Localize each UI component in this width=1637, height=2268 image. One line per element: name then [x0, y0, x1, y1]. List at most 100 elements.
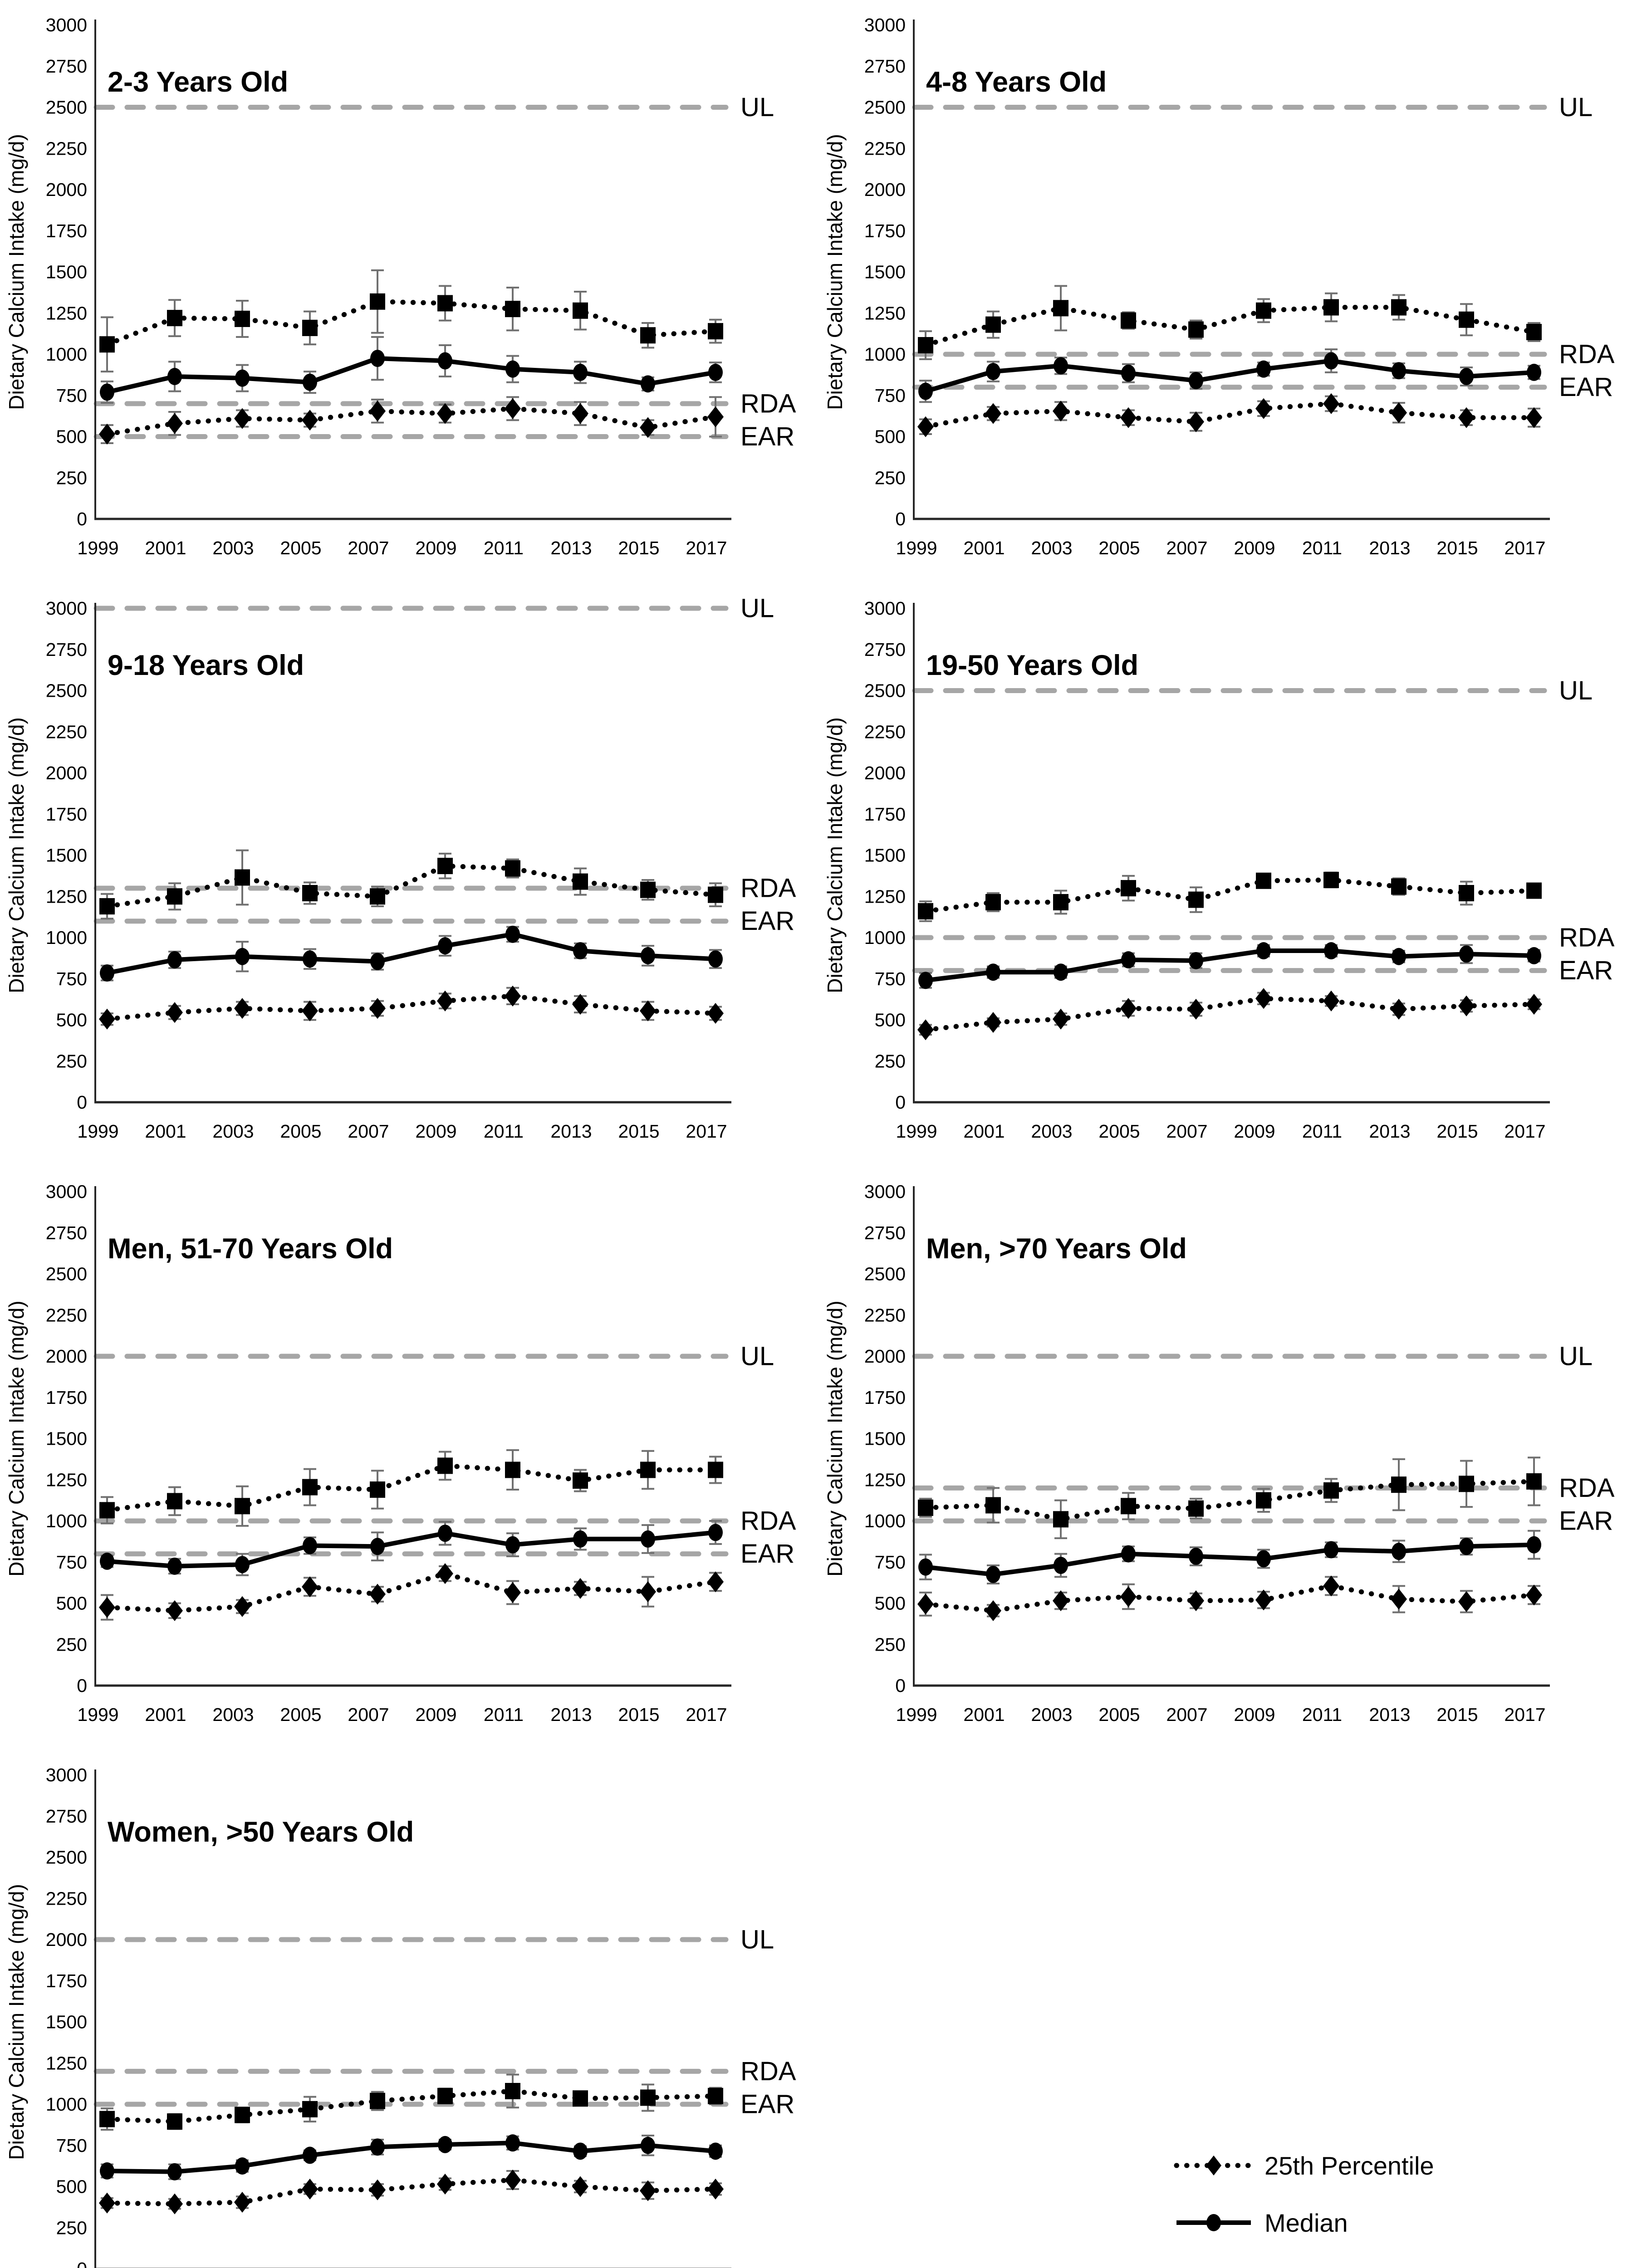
- y-tick-label: 3000: [46, 1765, 87, 1785]
- y-tick-label: 1250: [46, 886, 87, 907]
- diamond-marker-icon: [707, 1002, 724, 1024]
- circle-marker-icon: [1459, 945, 1474, 963]
- series-line-square: [104, 863, 718, 909]
- series-line-diamond: [104, 993, 718, 1022]
- y-tick-label: 1500: [46, 262, 87, 283]
- x-tick-label: 2017: [686, 1704, 727, 1725]
- y-tick-label: 1500: [46, 2012, 87, 2033]
- circle-marker-icon: [1324, 942, 1338, 960]
- square-marker-icon: [1459, 885, 1474, 901]
- circle-marker-icon: [708, 1524, 723, 1541]
- legend-label-25th-percentile: 25th Percentile: [1265, 2151, 1434, 2180]
- square-marker-icon: [437, 2087, 453, 2104]
- y-tick-label: 2750: [864, 1222, 906, 1243]
- chart-panel-9-18-years-old: UL RDA EAR 0 250 500 750 1000 1250 1500 1750 2000 22…: [0, 583, 818, 1167]
- circle-marker-icon: [1256, 942, 1271, 960]
- diamond-marker-icon: [369, 2179, 386, 2200]
- y-tick-label: 2500: [46, 1264, 87, 1285]
- diamond-marker-icon: [640, 417, 656, 438]
- diamond-marker-icon: [572, 2176, 588, 2197]
- square-marker-icon: [235, 1498, 250, 1515]
- reference-label-ul: UL: [740, 594, 774, 623]
- x-tick-label: 2015: [1436, 1704, 1478, 1725]
- circle-marker-icon: [235, 369, 250, 387]
- series-line-square: [923, 877, 1537, 914]
- series-line-circle: [925, 948, 1534, 983]
- diamond-marker-icon: [1526, 994, 1542, 1015]
- series-line-square: [104, 2088, 718, 2124]
- x-tick-label: 2009: [1234, 1704, 1275, 1725]
- circle-marker-icon: [1121, 951, 1136, 969]
- circle-marker-icon: [100, 2162, 114, 2180]
- series-line-square: [104, 1463, 718, 1513]
- reference-label-rda: RDA: [1559, 923, 1615, 953]
- y-tick-label: 1250: [46, 2053, 87, 2073]
- diamond-marker-icon: [1526, 1584, 1542, 1606]
- square-marker-icon: [708, 2087, 723, 2104]
- diamond-marker-icon: [1458, 1591, 1475, 1612]
- square-marker-icon: [302, 885, 318, 901]
- y-axis-title: Dietary Calcium Intake (mg/d): [5, 134, 28, 410]
- chart-panel-women-over-50-years-old: UL RDA EAR 0 250 500 750 1000 1250 1500 1750 2000 22…: [0, 1750, 818, 2268]
- circle-marker-icon: [370, 350, 385, 367]
- y-tick-label: 2250: [46, 1888, 87, 1909]
- diamond-marker-icon: [302, 410, 318, 431]
- square-marker-icon: [1391, 878, 1407, 895]
- y-tick-label: 1750: [46, 1970, 87, 1991]
- diamond-marker-icon: [1255, 1589, 1272, 1611]
- chart-svg: UL RDA EAR 0 250 500 750 1000 1250 1500 1750 2000 22…: [5, 1765, 796, 2268]
- x-tick-label: 2007: [348, 1704, 389, 1725]
- y-tick-label: 0: [895, 1675, 906, 1696]
- x-tick-label: 2003: [1031, 1704, 1072, 1725]
- x-tick-label: 2015: [618, 538, 659, 558]
- square-marker-icon: [437, 1457, 453, 1474]
- diamond-marker-icon: [1206, 2156, 1221, 2175]
- diamond-marker-icon: [1323, 393, 1339, 414]
- square-marker-icon: [573, 873, 588, 890]
- circle-marker-icon: [1256, 1550, 1271, 1568]
- x-tick-label: 2015: [1436, 1121, 1478, 1142]
- square-marker-icon: [1121, 880, 1136, 897]
- circle-marker-icon: [1324, 352, 1338, 370]
- y-tick-label: 1500: [46, 1428, 87, 1449]
- diamond-marker-icon: [234, 998, 250, 1019]
- diamond-marker-icon: [1120, 407, 1137, 428]
- circle-marker-icon: [641, 2136, 655, 2154]
- square-marker-icon: [708, 886, 723, 903]
- x-tick-label: 2013: [1369, 1121, 1410, 1142]
- diamond-marker-icon: [1120, 1586, 1137, 1607]
- square-marker-icon: [1053, 894, 1068, 910]
- square-marker-icon: [437, 295, 453, 312]
- x-tick-label: 2017: [686, 538, 727, 558]
- circle-marker-icon: [1459, 1538, 1474, 1555]
- diamond-marker-icon: [640, 2180, 656, 2201]
- square-marker-icon: [505, 301, 520, 318]
- diamond-marker-icon: [437, 2174, 453, 2195]
- y-tick-label: 2000: [864, 179, 906, 200]
- square-marker-icon: [708, 323, 723, 340]
- diamond-marker-icon: [1053, 1590, 1069, 1612]
- y-tick-label: 1500: [864, 845, 906, 866]
- y-tick-label: 500: [56, 426, 87, 447]
- square-marker-icon: [1121, 312, 1136, 329]
- diamond-marker-icon: [437, 403, 453, 424]
- x-tick-label: 2017: [1504, 538, 1545, 558]
- y-tick-label: 2500: [864, 1264, 906, 1285]
- y-tick-label: 250: [875, 1051, 906, 1071]
- series-line-diamond: [923, 996, 1537, 1032]
- diamond-marker-icon: [167, 1600, 183, 1621]
- diamond-marker-icon: [437, 1563, 453, 1584]
- x-tick-label: 2007: [348, 538, 389, 558]
- x-tick-label: 1999: [77, 1121, 118, 1142]
- reference-label-rda: RDA: [1559, 340, 1615, 369]
- circle-marker-icon: [986, 1565, 1000, 1583]
- panel-title: 4-8 Years Old: [926, 66, 1107, 98]
- reference-label-ul: UL: [1559, 676, 1593, 705]
- y-tick-label: 1000: [864, 344, 906, 365]
- circle-marker-icon: [1392, 948, 1406, 965]
- square-marker-icon: [985, 894, 1001, 910]
- circle-marker-icon: [167, 368, 182, 386]
- circle-marker-icon: [1054, 1557, 1068, 1574]
- circle-marker-icon: [573, 942, 588, 960]
- x-tick-label: 2011: [1302, 1704, 1342, 1725]
